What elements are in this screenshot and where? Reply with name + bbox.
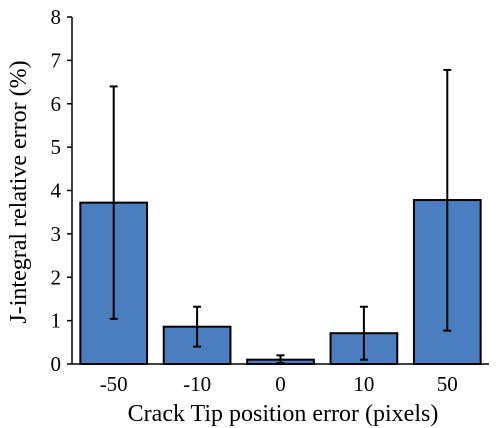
y-tick-label: 1 xyxy=(51,309,62,333)
error-bar--50 xyxy=(109,85,118,320)
x-tick-label: -10 xyxy=(183,372,211,396)
x-ticks-group: -50 -10 0 10 50 xyxy=(100,372,458,396)
error-bar-10 xyxy=(359,305,368,361)
x-tick-label: 50 xyxy=(437,372,458,396)
x-tick-label: 10 xyxy=(353,372,374,396)
y-tick-label: 5 xyxy=(51,135,62,159)
y-tick-label: 2 xyxy=(51,265,62,289)
error-bars-group xyxy=(109,68,452,365)
y-tick-label: 3 xyxy=(51,222,62,246)
y-tick-label: 6 xyxy=(51,92,62,116)
bars-group xyxy=(79,199,482,366)
error-bar-0 xyxy=(276,354,285,365)
y-tick-label: 7 xyxy=(51,48,62,72)
y-ticks-group: 0 1 2 3 4 5 6 7 8 xyxy=(51,5,72,376)
x-tick-label: 0 xyxy=(275,372,286,396)
y-axis-label: J-integral relative error (%) xyxy=(6,60,32,323)
x-axis-label: Crack Tip position error (pixels) xyxy=(128,401,439,427)
y-tick-label: 8 xyxy=(51,5,62,29)
x-tick-label: -50 xyxy=(100,372,128,396)
error-bar-50 xyxy=(443,68,452,332)
y-tick-label: 0 xyxy=(51,352,62,376)
y-tick-label: 4 xyxy=(51,179,62,203)
error-bar--10 xyxy=(193,305,202,348)
